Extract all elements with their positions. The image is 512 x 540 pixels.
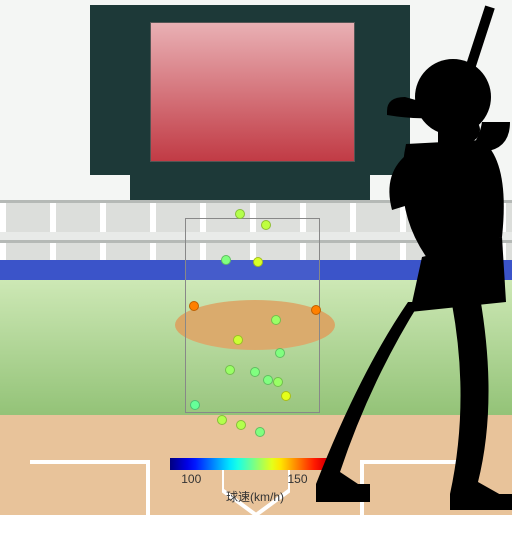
scoreboard-screen (150, 22, 355, 162)
pitch-dot (311, 305, 321, 315)
pitch-dot (233, 335, 243, 345)
pitch-dot (217, 415, 227, 425)
pitch-dot (225, 365, 235, 375)
batter-box-left (30, 460, 150, 540)
pitch-dot (275, 348, 285, 358)
legend-tick: 150 (287, 472, 307, 486)
pitch-dot (271, 315, 281, 325)
pitch-dot (221, 255, 231, 265)
pitch-dot (263, 375, 273, 385)
batter-box-right (360, 460, 480, 540)
pitch-dot (250, 367, 260, 377)
pitch-dot (235, 209, 245, 219)
strike-zone (185, 218, 320, 413)
pitch-dot (236, 420, 246, 430)
pitch-dot (261, 220, 271, 230)
legend-label: 球速(km/h) (226, 488, 284, 505)
legend-tick: 100 (181, 472, 201, 486)
pitch-dot (255, 427, 265, 437)
scoreboard-base (130, 175, 370, 200)
pitch-dot (190, 400, 200, 410)
pitch-dot (189, 301, 199, 311)
legend-colorbar (170, 458, 340, 470)
pitch-dot (253, 257, 263, 267)
pitch-dot (273, 377, 283, 387)
pitch-dot (281, 391, 291, 401)
